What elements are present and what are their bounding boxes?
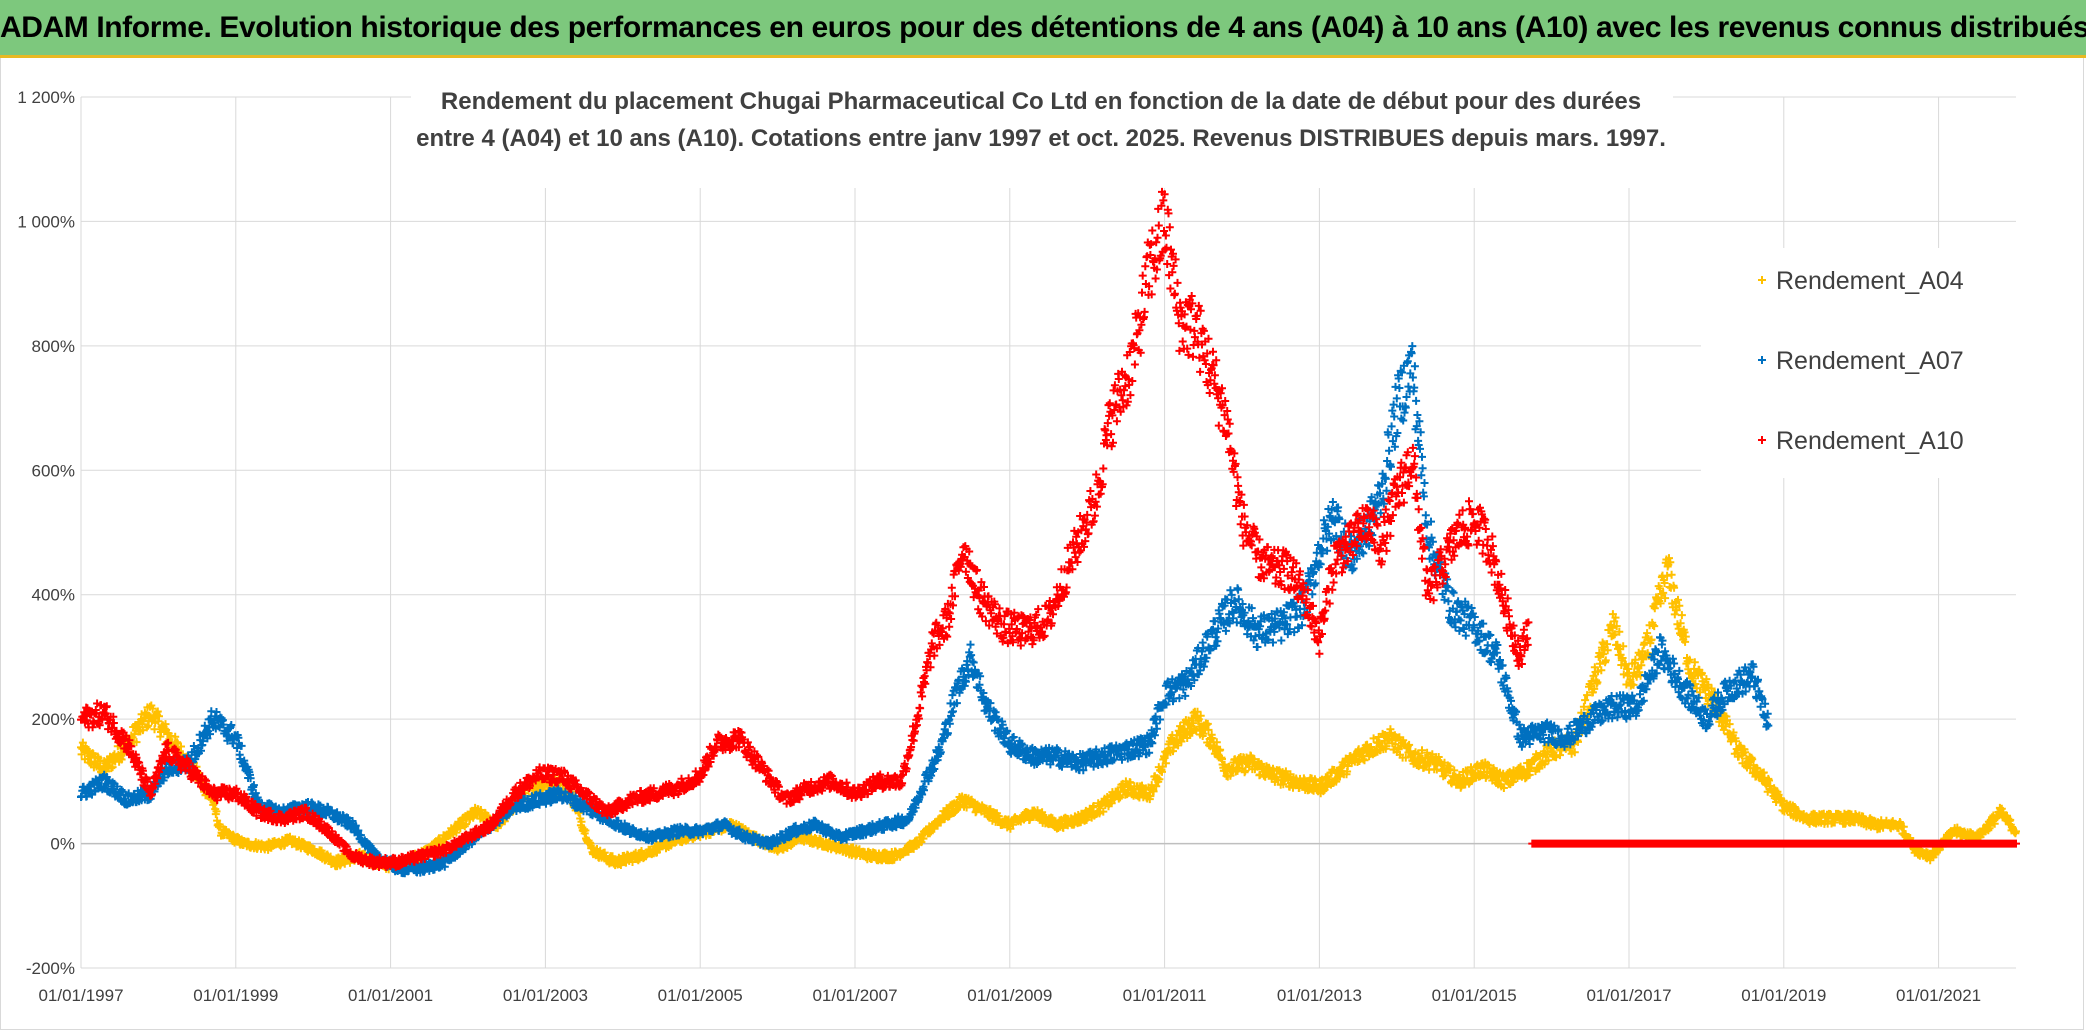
legend-label: Rendement_A07 (1776, 347, 1964, 375)
y-tick-label: -200% (26, 959, 75, 978)
x-tick-label: 01/01/2001 (348, 986, 433, 1005)
legend-marker (1758, 356, 1766, 364)
series-Rendement_A10 (77, 187, 1533, 871)
y-tick-label: 1 000% (17, 212, 75, 231)
legend-label: Rendement_A10 (1776, 427, 1964, 455)
legend-label: Rendement_A04 (1776, 267, 1964, 295)
y-tick-label: 800% (32, 337, 75, 356)
x-tick-label: 01/01/2011 (1123, 986, 1207, 1005)
x-tick-label: 01/01/2009 (967, 986, 1052, 1005)
chart-grid (80, 96, 2016, 969)
y-tick-label: 1 200% (17, 88, 75, 107)
chart-legend: Rendement_A04 Rendement_A07 Rendement_A10 (1701, 248, 2021, 478)
legend-marker (1758, 276, 1766, 284)
legend-marker (1758, 436, 1766, 444)
chart-title: Rendement du placement Chugai Pharmaceut… (411, 76, 1673, 188)
series-Rendement_A07 (77, 342, 1773, 878)
report-title: ADAM Informe. Evolution historique des p… (0, 11, 2086, 44)
series-Rendement_A10_zero (1528, 839, 2020, 848)
x-tick-label: 01/01/2019 (1741, 986, 1826, 1005)
x-tick-label: 01/01/2021 (1896, 986, 1981, 1005)
y-tick-label: 600% (32, 461, 75, 480)
series-markers-Rendement_A07 (77, 342, 1773, 878)
series-markers-Rendement_A10 (77, 187, 1533, 871)
chart-title-background (411, 76, 1673, 188)
y-tick-label: 200% (32, 710, 75, 729)
y-tick-label: 400% (32, 586, 75, 605)
report-banner: ADAM Informe. Evolution historique des p… (0, 0, 2086, 58)
chart-series-area (77, 187, 2020, 878)
chart-title-line: entre 4 (A04) et 10 ans (A10). Cotations… (416, 125, 1666, 152)
chart-frame: Rendement du placement Chugai Pharmaceut… (0, 58, 2084, 1030)
x-tick-label: 01/01/1999 (193, 986, 278, 1005)
x-tick-label: 01/01/2007 (812, 986, 897, 1005)
series-markers-Rendement_A10_zero (1528, 839, 2020, 848)
chart-title-line: Rendement du placement Chugai Pharmaceut… (441, 88, 1641, 115)
x-tick-label: 01/01/2003 (503, 986, 588, 1005)
x-tick-label: 01/01/2013 (1277, 986, 1362, 1005)
chart-canvas: Rendement du placement Chugai Pharmaceut… (17, 76, 2021, 1005)
y-tick-label: 0% (50, 835, 75, 854)
chart-axes: -200% 0% 200% 400% 600% 800% 1 000% 1 200% 01/01… (17, 88, 1981, 1005)
x-tick-label: 01/01/2017 (1586, 986, 1671, 1005)
legend-background (1701, 248, 2021, 478)
x-tick-label: 01/01/2005 (658, 986, 743, 1005)
x-tick-label: 01/01/2015 (1432, 986, 1517, 1005)
x-tick-label: 01/01/1997 (38, 986, 123, 1005)
